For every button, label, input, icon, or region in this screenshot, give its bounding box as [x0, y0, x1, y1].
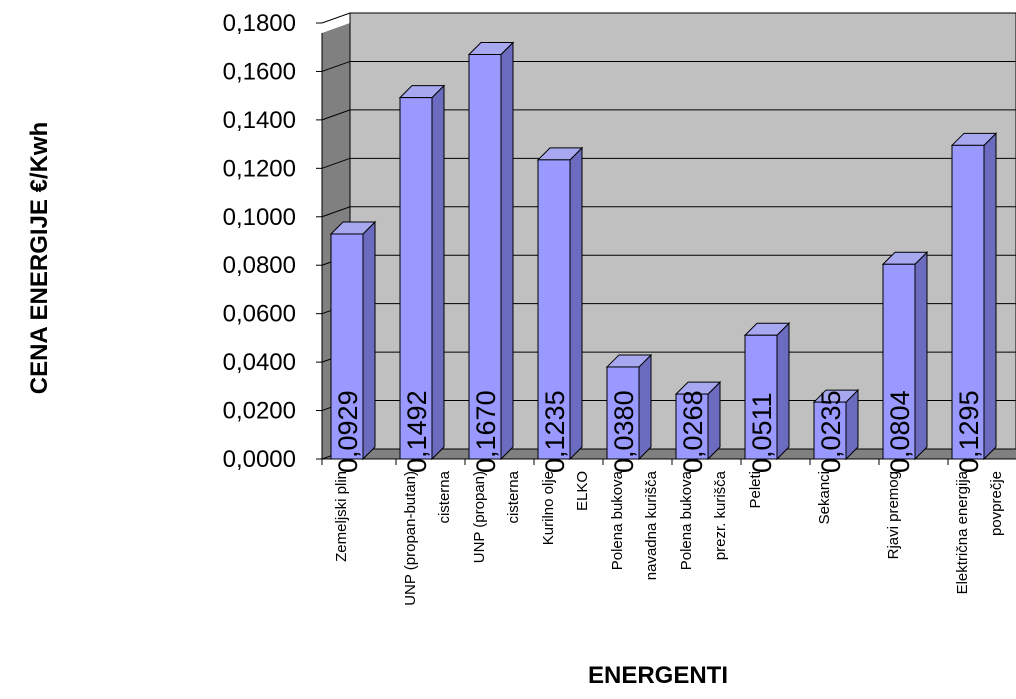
bar-front [951, 144, 985, 460]
gridline [321, 109, 1016, 121]
bar [398, 84, 446, 461]
category-label: Kurilno olje [540, 471, 557, 545]
category-label: Zemeljski plin [333, 471, 350, 562]
category-label: prezr. kurišča [712, 470, 729, 560]
data-label: 0,0804 [885, 390, 915, 473]
bar-front [813, 401, 847, 460]
data-label: 0,1670 [471, 390, 501, 473]
x-category-labels: Zemeljski plin UNP (propan-butan) cisterna… [333, 470, 1005, 605]
category-label: ELKO [574, 471, 591, 511]
category-label: UNP (propan-butan) [402, 471, 419, 606]
data-label: 0,0380 [609, 390, 639, 473]
bar-front [744, 334, 778, 460]
category-label: Peleti [747, 471, 764, 509]
bar-side [362, 220, 376, 461]
bar-front [330, 233, 364, 460]
gridline [321, 12, 1016, 24]
category-label: Polena bukova [678, 470, 695, 570]
y-tick-label: 0,1800 [223, 10, 296, 37]
data-label: 0,0511 [747, 392, 777, 473]
bar [536, 146, 584, 461]
y-tick-label: 0,0600 [223, 301, 296, 328]
gridline [321, 60, 1016, 72]
bar [812, 388, 860, 461]
data-labels: 0,0929 0,1492 0,1670 0,1235 0,0380 0,0268 0,05… [333, 390, 984, 473]
bar [674, 380, 722, 461]
y-tick-labels: 0,0000 0,0200 0,0400 0,0600 0,0800 0,1000 0,12… [223, 10, 296, 473]
bar-side [707, 380, 721, 461]
y-tick-label: 0,1000 [223, 204, 296, 231]
bar [605, 353, 653, 461]
bar-side [431, 84, 445, 461]
data-label: 0,0929 [333, 390, 363, 473]
category-label: navadna kurišča [643, 470, 660, 580]
bar-side [776, 322, 790, 461]
bar [950, 132, 998, 461]
bar [467, 41, 515, 461]
y-tick-label: 0,1400 [223, 107, 296, 134]
category-label: cisterna [436, 470, 453, 523]
category-label: cisterna [505, 470, 522, 523]
y-tick-label: 0,0000 [223, 446, 296, 473]
bar-front [882, 263, 916, 460]
bar-front [399, 97, 433, 460]
bar-front [675, 393, 709, 460]
category-label: Polena bukova [609, 470, 626, 570]
bar [881, 251, 929, 461]
bar-side [638, 353, 652, 461]
category-label: UNP (propan) [471, 471, 488, 563]
bar-side [569, 146, 583, 461]
data-label: 0,0235 [816, 390, 846, 473]
y-tick-label: 0,0800 [223, 252, 296, 279]
y-tick-label: 0,0200 [223, 398, 296, 425]
y-tick-label: 0,1600 [223, 58, 296, 85]
bars [329, 41, 998, 461]
bar-side [500, 41, 514, 461]
category-label: povprečje [988, 471, 1005, 536]
gridline [321, 157, 1016, 169]
bar-front [468, 53, 502, 460]
category-label: Električna energija [954, 470, 971, 594]
bar-front [537, 159, 571, 460]
data-label: 0,1235 [540, 390, 570, 473]
x-axis-title: ENERGENTI [588, 662, 728, 689]
bar-side [914, 251, 928, 461]
category-label: Sekanci [816, 471, 833, 524]
data-label: 0,1295 [954, 390, 984, 473]
bar [329, 220, 377, 461]
bar-front [606, 366, 640, 460]
y-tick-label: 0,0400 [223, 349, 296, 376]
category-label: Rjavi premog [885, 471, 902, 559]
data-label: 0,0268 [678, 390, 708, 473]
bar [743, 322, 791, 461]
y-tick-label: 0,1200 [223, 155, 296, 182]
data-label: 0,1492 [402, 390, 432, 473]
y-axis-title: CENA ENERGIJE €/Kwh [26, 122, 53, 395]
gridline [321, 206, 1016, 218]
bar-side [983, 132, 997, 461]
